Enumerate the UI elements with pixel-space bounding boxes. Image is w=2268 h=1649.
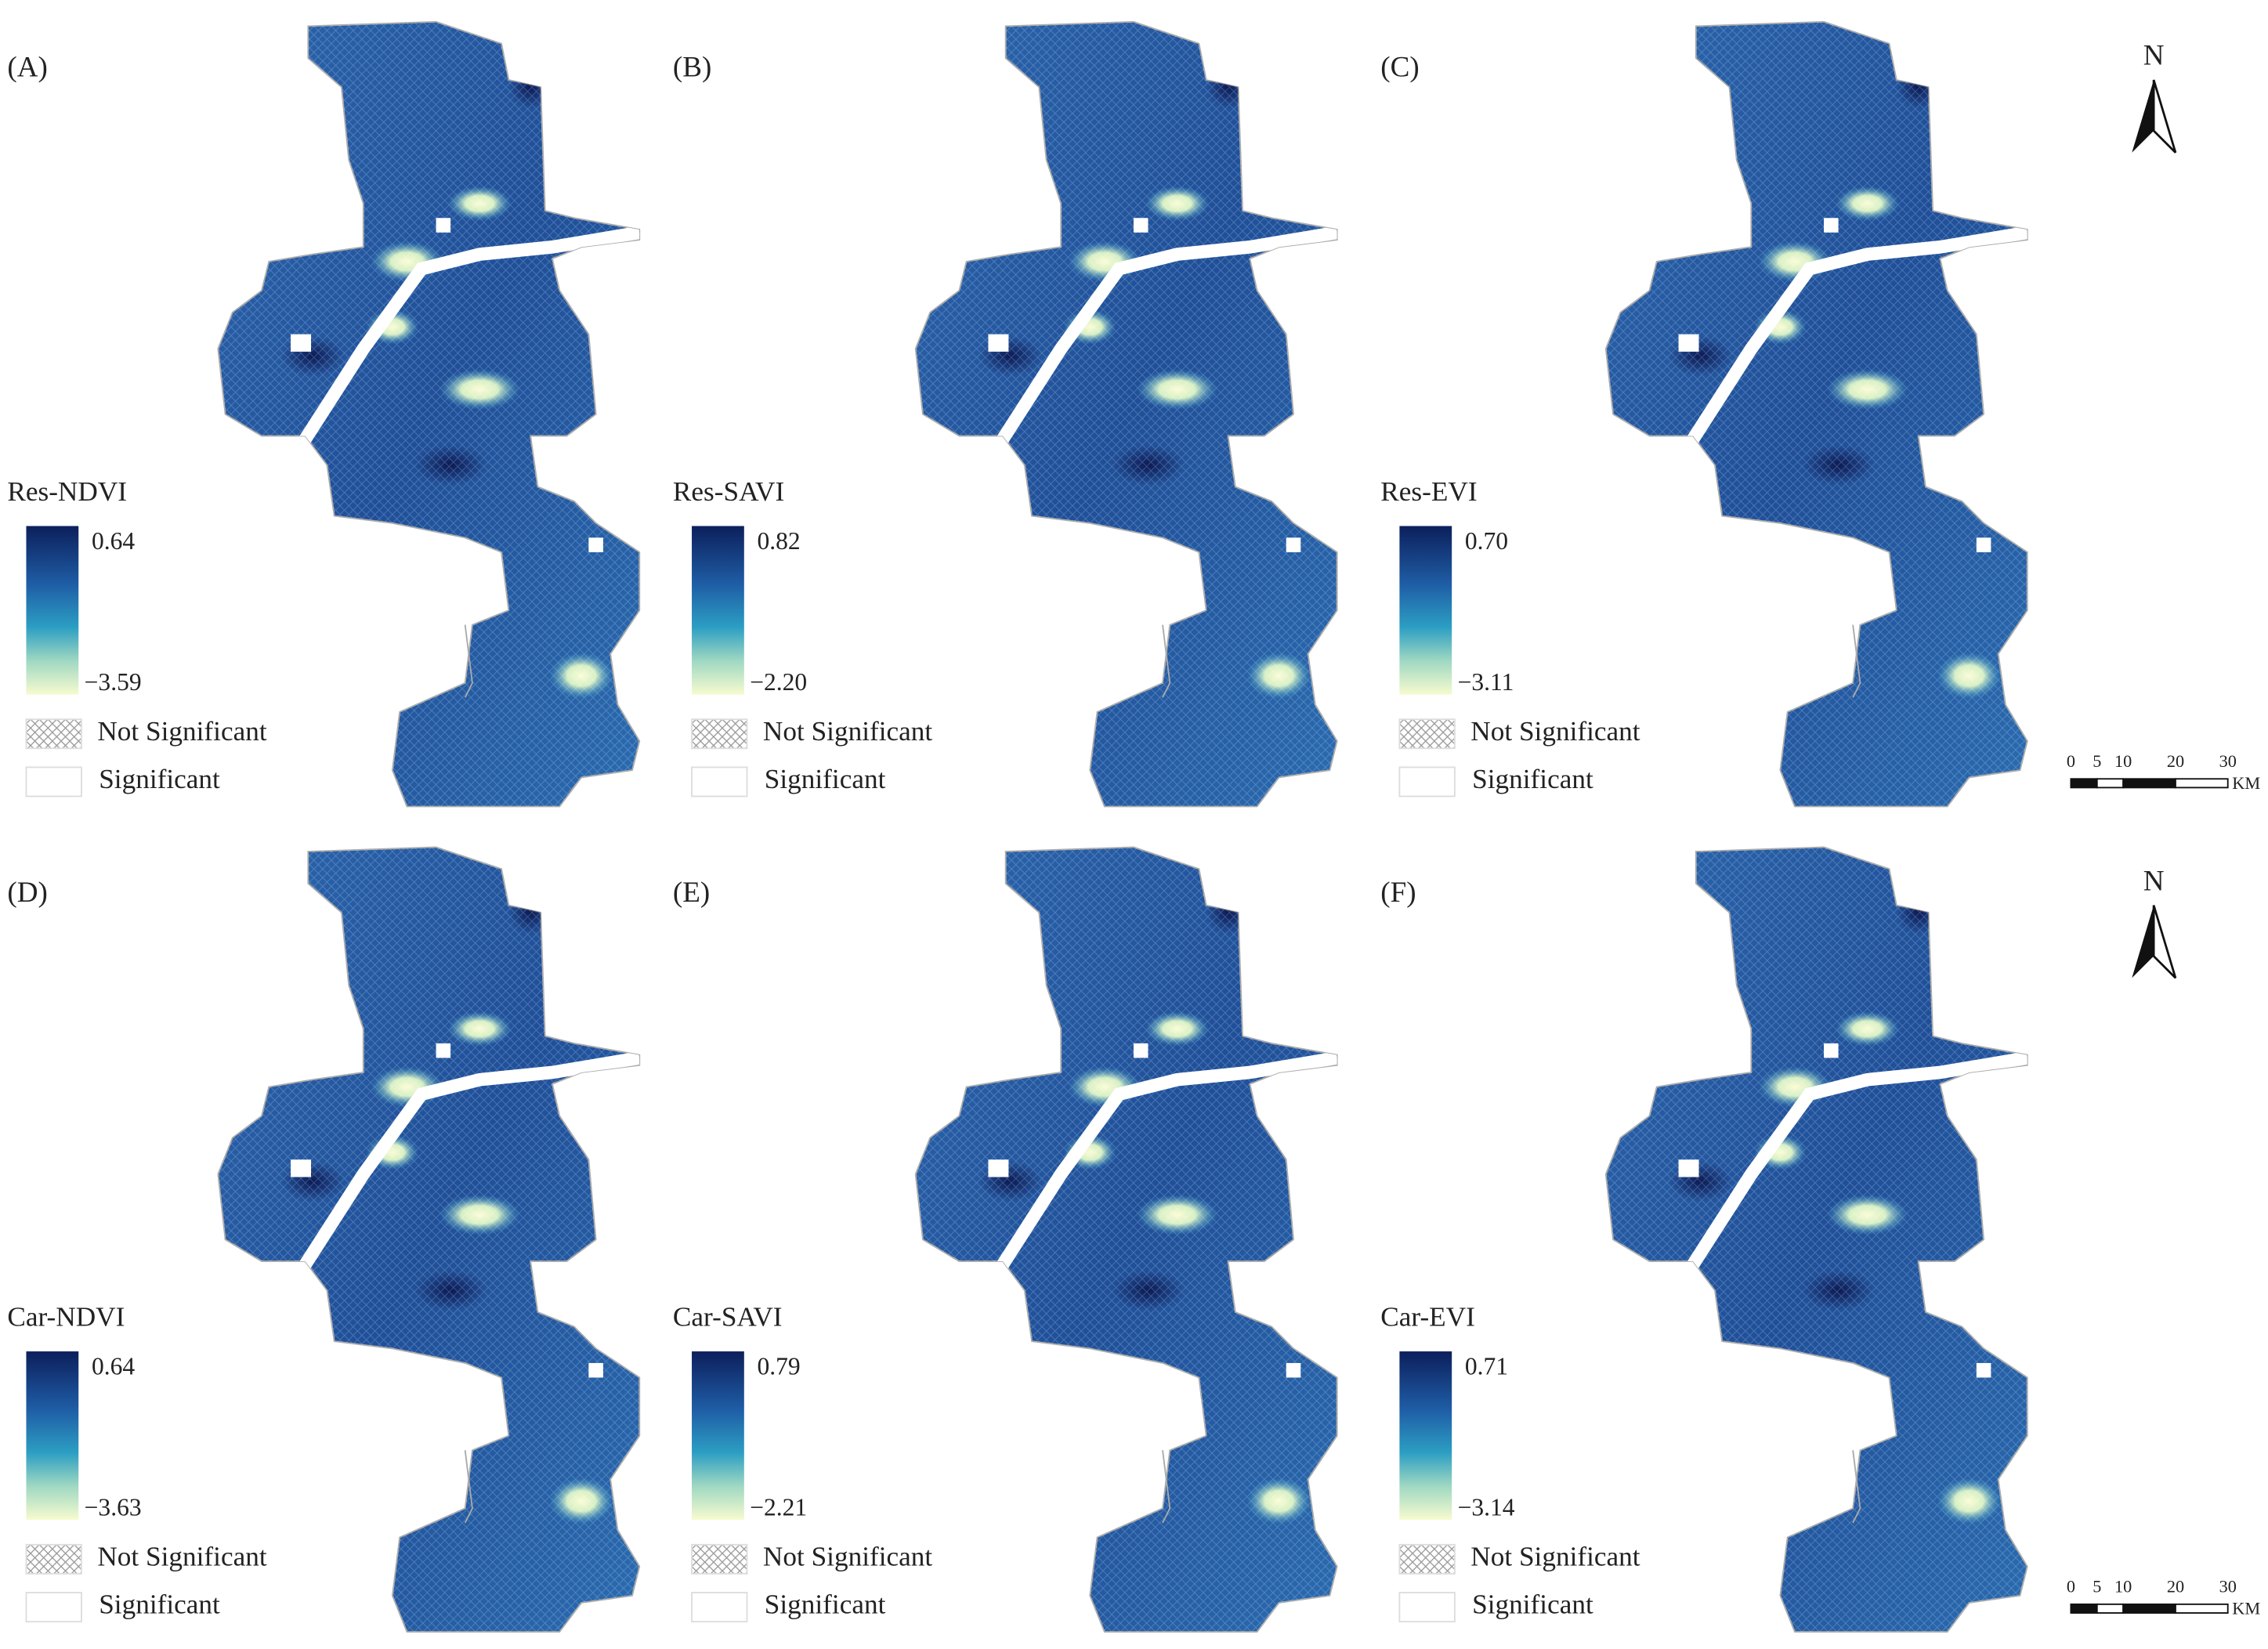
panel-label: (E)	[673, 877, 710, 909]
scale-tick-label: 20	[2167, 751, 2184, 771]
legend-min: −3.11	[1458, 668, 1514, 696]
hatch-swatch	[691, 718, 748, 750]
scale-segment	[2096, 1603, 2125, 1614]
not-significant-label: Not Significant	[763, 716, 932, 747]
legend-title: Res-NDVI	[7, 476, 127, 507]
scale-unit: KM	[2232, 1598, 2260, 1618]
arrow-left	[2132, 905, 2154, 978]
scale-segment	[2175, 778, 2229, 789]
color-ramp	[692, 1351, 744, 1521]
not-significant-label: Not Significant	[1470, 1541, 1640, 1571]
legend-max: 0.82	[758, 527, 801, 555]
panel-label: (B)	[673, 52, 711, 84]
not-significant-label: Not Significant	[1470, 716, 1640, 747]
map	[1591, 840, 2042, 1639]
legend-title: Car-EVI	[1380, 1301, 1475, 1332]
map	[901, 15, 1351, 814]
scale-segment	[2122, 778, 2176, 789]
legend: (E) Car-SAVI 0.79 −2.21 Not Significant Signi…	[673, 877, 932, 1623]
scale-tick-label: 10	[2114, 1577, 2132, 1597]
hatch-swatch	[1398, 1543, 1456, 1575]
hatch-swatch	[25, 1543, 82, 1575]
plain-swatch	[691, 1592, 748, 1623]
scale-segment	[2122, 1603, 2176, 1614]
scale-tick-label: 20	[2167, 1577, 2184, 1597]
legend: (B) Res-SAVI 0.82 −2.20 Not Significant Signi…	[673, 52, 932, 797]
hatch-swatch	[25, 718, 82, 750]
significant-label: Significant	[1472, 764, 1593, 794]
legend: (A) Res-NDVI 0.64 −3.59 Not Significant Signi…	[7, 52, 267, 797]
legend-max: 0.70	[1465, 527, 1508, 555]
color-ramp	[1399, 1351, 1452, 1521]
panel-label: (F)	[1380, 877, 1416, 909]
map	[1591, 15, 2042, 814]
legend-min: −3.59	[85, 668, 142, 696]
legend-max: 0.71	[1465, 1353, 1508, 1380]
plain-swatch	[25, 766, 82, 797]
panel-label: (C)	[1380, 52, 1419, 84]
scale-segment	[2070, 1603, 2098, 1614]
hatch-swatch	[691, 1543, 748, 1575]
legend-min: −2.20	[750, 668, 807, 696]
not-significant-label: Not Significant	[97, 1541, 266, 1571]
legend: (F) Car-EVI 0.71 −3.14 Not Significant Signif…	[1380, 877, 1640, 1623]
color-ramp	[692, 526, 744, 695]
plain-swatch	[25, 1592, 82, 1623]
map	[204, 840, 654, 1639]
panel-label: (D)	[7, 877, 47, 909]
legend: (D) Car-NDVI 0.64 −3.63 Not Significant Signi…	[7, 877, 267, 1623]
significant-label: Significant	[765, 1589, 886, 1620]
legend-title: Res-SAVI	[673, 476, 784, 507]
scale-segment	[2070, 778, 2098, 789]
panel-label: (A)	[7, 52, 47, 84]
plain-swatch	[691, 766, 748, 797]
scale-tick-label: 5	[2093, 1577, 2101, 1597]
color-ramp	[26, 526, 79, 695]
scale-tick-label: 10	[2114, 751, 2132, 771]
scale-segment	[2096, 778, 2125, 789]
plain-swatch	[1398, 1592, 1456, 1623]
significant-label: Significant	[99, 1589, 220, 1620]
legend-title: Res-EVI	[1380, 476, 1477, 507]
legend-max: 0.64	[92, 1353, 135, 1380]
color-ramp	[26, 1351, 79, 1521]
scale-tick-label: 30	[2219, 751, 2237, 771]
map	[204, 15, 654, 814]
legend: (C) Res-EVI 0.70 −3.11 Not Significant Signif…	[1380, 52, 1640, 797]
legend-title: Car-NDVI	[7, 1301, 125, 1332]
north-arrow: N	[2132, 865, 2177, 979]
legend-min: −3.63	[85, 1494, 142, 1521]
north-label: N	[2143, 865, 2165, 897]
scale-unit: KM	[2232, 773, 2260, 793]
legend-min: −2.21	[750, 1494, 807, 1521]
significant-label: Significant	[99, 764, 220, 794]
scale-tick-label: 30	[2219, 1577, 2237, 1597]
map	[901, 840, 1351, 1639]
hatch-swatch	[1398, 718, 1456, 750]
legend-min: −3.14	[1458, 1494, 1515, 1521]
color-ramp	[1399, 526, 1452, 695]
plain-swatch	[1398, 766, 1456, 797]
scale-tick-label: 0	[2067, 751, 2075, 771]
legend-max: 0.79	[758, 1353, 801, 1380]
scale-tick-label: 0	[2067, 1577, 2075, 1597]
scale-tick-label: 5	[2093, 751, 2101, 771]
legend-max: 0.64	[92, 527, 135, 555]
not-significant-label: Not Significant	[763, 1541, 932, 1571]
scale-segment	[2175, 1603, 2229, 1614]
significant-label: Significant	[765, 764, 886, 794]
north-arrow: N	[2132, 40, 2177, 154]
arrow-right	[2152, 905, 2177, 979]
arrow-left	[2132, 80, 2154, 153]
north-label: N	[2143, 40, 2165, 72]
legend-title: Car-SAVI	[673, 1301, 783, 1332]
not-significant-label: Not Significant	[97, 716, 266, 747]
significant-label: Significant	[1472, 1589, 1593, 1620]
arrow-right	[2152, 79, 2177, 154]
